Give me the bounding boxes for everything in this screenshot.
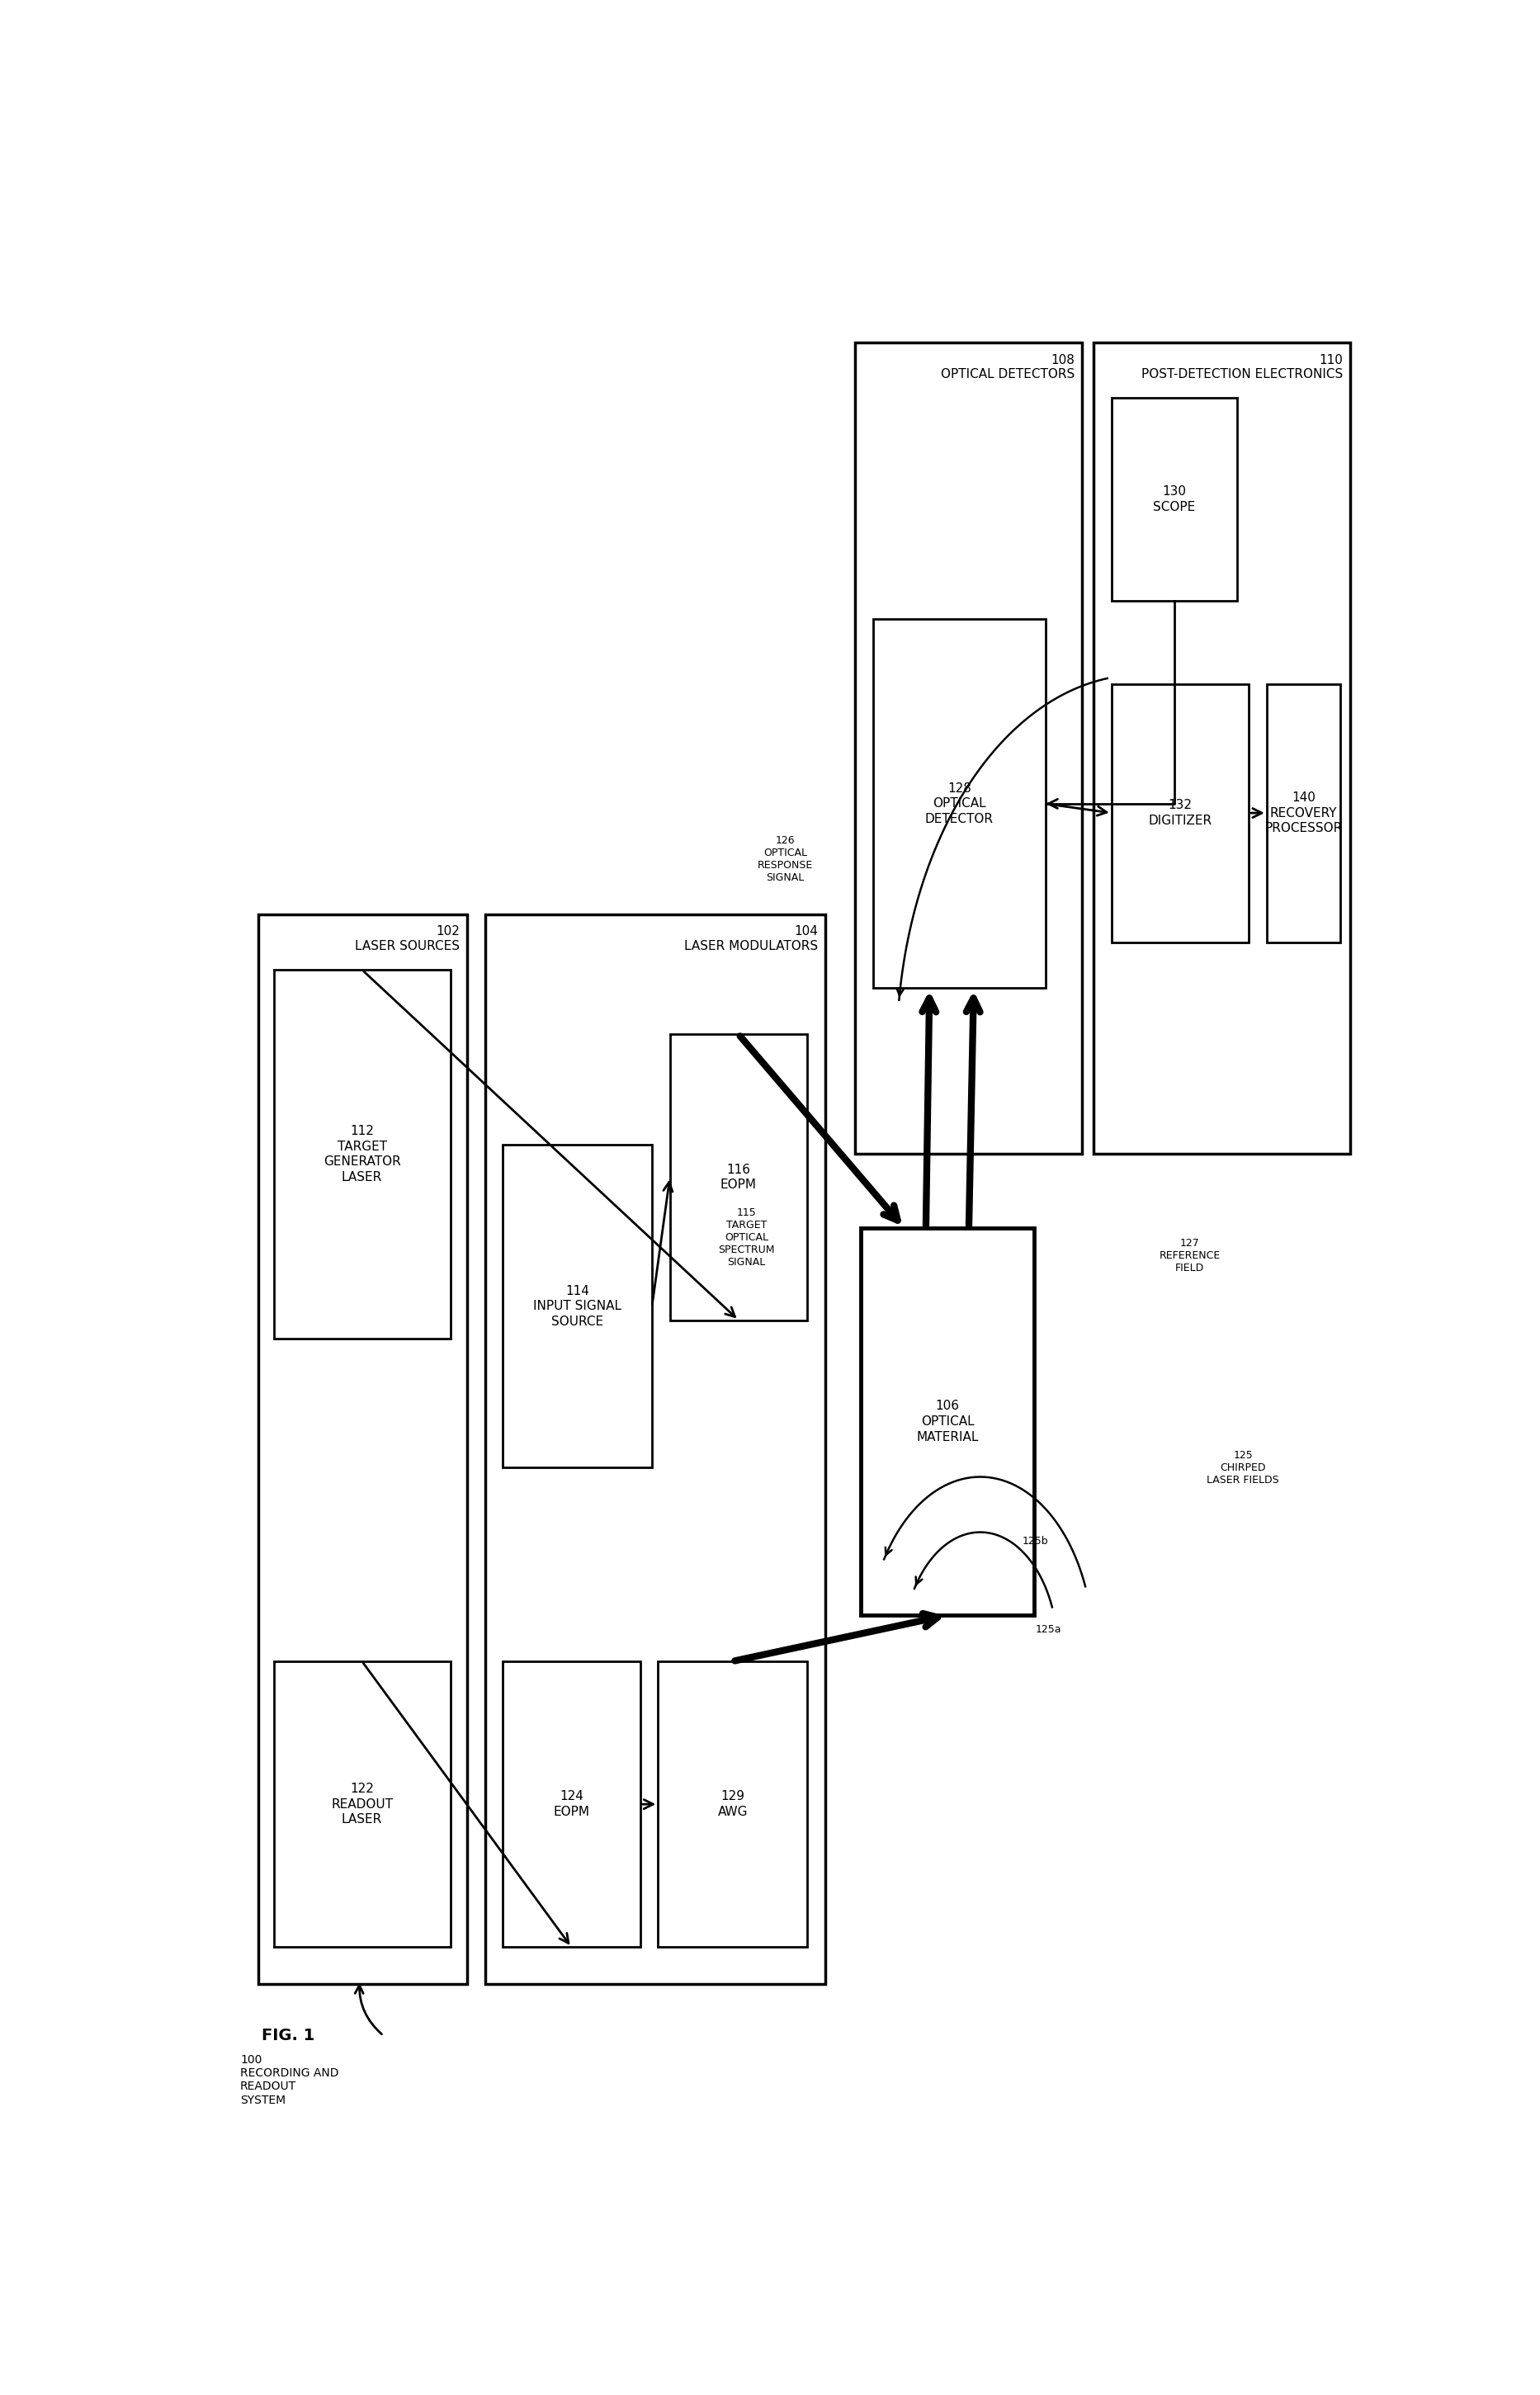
Bar	[502, 1145, 651, 1468]
Text: 140
RECOVERY
PROCESSOR: 140 RECOVERY PROCESSOR	[1264, 790, 1343, 833]
Bar	[1266, 685, 1341, 941]
Bar	[1112, 398, 1237, 601]
Bar	[855, 342, 1081, 1154]
Text: 114
INPUT SIGNAL
SOURCE: 114 INPUT SIGNAL SOURCE	[533, 1284, 622, 1327]
Text: 108
OPTICAL DETECTORS: 108 OPTICAL DETECTORS	[941, 354, 1075, 381]
Text: 106
OPTICAL
MATERIAL: 106 OPTICAL MATERIAL	[916, 1401, 978, 1444]
Bar	[259, 915, 467, 1983]
Text: 122
READOUT
LASER: 122 READOUT LASER	[331, 1782, 393, 1825]
Text: FIG. 1: FIG. 1	[262, 2029, 314, 2043]
Text: 125a: 125a	[1035, 1624, 1061, 1636]
Text: 116
EOPM: 116 EOPM	[721, 1164, 756, 1190]
Text: 130
SCOPE: 130 SCOPE	[1153, 486, 1195, 513]
Text: 124
EOPM: 124 EOPM	[553, 1791, 590, 1818]
Bar	[502, 1662, 641, 1947]
Bar	[1093, 342, 1351, 1154]
Text: 104
LASER MODULATORS: 104 LASER MODULATORS	[684, 924, 818, 953]
Bar	[658, 1662, 807, 1947]
Bar	[1112, 685, 1249, 941]
Text: 127
REFERENCE
FIELD: 127 REFERENCE FIELD	[1160, 1238, 1221, 1274]
Bar	[873, 620, 1046, 989]
Text: 125
CHIRPED
LASER FIELDS: 125 CHIRPED LASER FIELDS	[1207, 1449, 1280, 1485]
Text: 112
TARGET
GENERATOR
LASER: 112 TARGET GENERATOR LASER	[323, 1126, 400, 1183]
Text: 102
LASER SOURCES: 102 LASER SOURCES	[356, 924, 460, 953]
Text: 115
TARGET
OPTICAL
SPECTRUM
SIGNAL: 115 TARGET OPTICAL SPECTRUM SIGNAL	[718, 1207, 775, 1267]
Bar	[670, 1035, 807, 1320]
Text: 126
OPTICAL
RESPONSE
SIGNAL: 126 OPTICAL RESPONSE SIGNAL	[758, 836, 813, 884]
Text: 129
AWG: 129 AWG	[718, 1791, 747, 1818]
Bar	[861, 1229, 1033, 1614]
Text: 100
RECORDING AND
READOUT
SYSTEM: 100 RECORDING AND READOUT SYSTEM	[240, 2055, 339, 2105]
Text: 128
OPTICAL
DETECTOR: 128 OPTICAL DETECTOR	[926, 783, 993, 826]
Bar	[274, 970, 450, 1339]
Text: 125b: 125b	[1023, 1535, 1049, 1547]
Text: 110
POST-DETECTION ELECTRONICS: 110 POST-DETECTION ELECTRONICS	[1141, 354, 1343, 381]
Text: 132
DIGITIZER: 132 DIGITIZER	[1149, 800, 1212, 826]
Bar	[485, 915, 825, 1983]
Bar	[274, 1662, 450, 1947]
